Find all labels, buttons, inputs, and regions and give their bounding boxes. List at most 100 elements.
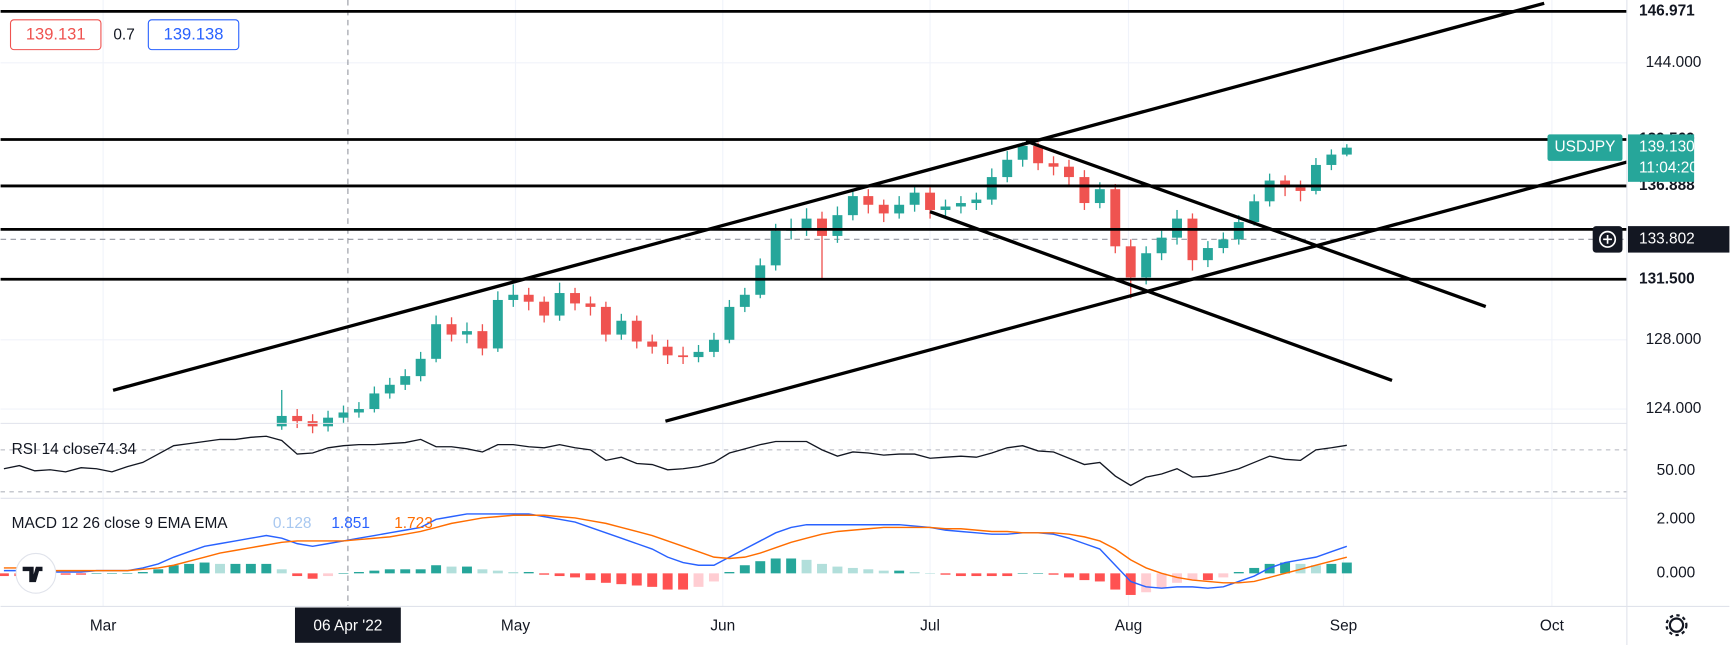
candle-body [400, 376, 411, 385]
macd-histogram-bar [184, 563, 195, 574]
candle-body [570, 293, 580, 304]
signal-line [3, 514, 1348, 584]
rsi-value: 74.34 [98, 441, 137, 458]
macd-histogram-bar [215, 563, 225, 574]
macd-histogram-bar [353, 571, 364, 574]
level-label: 146.971 [1639, 2, 1695, 19]
macd-histogram-bar [1017, 573, 1028, 574]
candle-body [1202, 248, 1213, 261]
macd-histogram-bar [492, 570, 503, 574]
candle-body [1125, 246, 1136, 278]
candle-body [431, 324, 442, 359]
macd-histogram-bar [106, 573, 117, 574]
macd-signal-value: 1.723 [394, 515, 433, 532]
macd-histogram-bar [1233, 571, 1244, 574]
candle-body [817, 218, 827, 236]
macd-histogram-bar [1033, 573, 1044, 574]
candle-body [1341, 147, 1352, 155]
macd-histogram-bar [817, 563, 827, 574]
candle-body [616, 320, 627, 335]
logo-mark [22, 566, 43, 583]
macd-histogram-bar [1002, 573, 1013, 577]
candle-body [971, 199, 982, 204]
candle-body [1002, 159, 1013, 178]
macd-histogram-bar [616, 573, 627, 585]
macd-histogram-bar [878, 570, 889, 574]
rsi-title: RSI 14 close [12, 441, 99, 458]
add-icon-plus [1603, 234, 1612, 244]
candle-body [1295, 187, 1306, 191]
last-price: 139.130 [1639, 139, 1695, 156]
candle-body [925, 192, 936, 210]
candle-body [1110, 189, 1121, 247]
macd-histogram-bar [168, 565, 179, 574]
ask-box[interactable] [147, 19, 240, 51]
candle-body [1187, 218, 1198, 261]
macd-histogram-bar [986, 573, 997, 577]
level-label-box [1627, 0, 1730, 24]
candle-body [847, 196, 858, 216]
candle-body [708, 339, 719, 352]
x-tick-label: Mar [90, 617, 117, 634]
candle-body [894, 204, 905, 214]
ask-price: 139.138 [164, 25, 224, 44]
macd-histogram-bar [137, 571, 148, 574]
rsi-tick-label: 50.00 [1657, 462, 1696, 479]
macd-histogram-bar [539, 573, 550, 575]
macd-histogram-bar [570, 573, 580, 578]
macd-histogram-bar [647, 573, 658, 587]
macd-histogram-bar [1110, 573, 1121, 590]
rsi-line [3, 435, 1347, 487]
candle-body [539, 301, 550, 316]
macd-histogram-bar [1310, 565, 1321, 574]
candle-body [477, 331, 488, 349]
macd-histogram-bar [230, 563, 241, 574]
macd-histogram-bar [662, 573, 673, 590]
bid-price: 139.131 [26, 25, 86, 44]
x-tick-label: Oct [1540, 617, 1565, 634]
macd-histogram-bar [261, 563, 272, 574]
bid-box[interactable] [9, 19, 102, 51]
macd-histogram-bar [1202, 573, 1213, 581]
candle-body [955, 203, 966, 207]
candle-body [693, 351, 704, 358]
candle-body [940, 206, 951, 210]
countdown: 11:04:20 [1639, 160, 1698, 177]
macd-histogram-bar [153, 569, 164, 574]
settings-gear[interactable] [1665, 614, 1688, 637]
macd-histogram-bar [60, 573, 71, 575]
candle-body [1310, 164, 1321, 191]
macd-histogram-bar [693, 573, 704, 587]
macd-histogram-bar [1141, 573, 1152, 593]
macd-histogram-bar [307, 573, 318, 579]
symbol-name: USDJPY [1555, 139, 1616, 156]
crosshair-price-box [1627, 226, 1730, 253]
macd-histogram-bar [338, 573, 349, 574]
macd-histogram-bar [384, 569, 395, 574]
add-icon [1599, 230, 1617, 248]
macd-histogram-bar [91, 573, 102, 574]
macd-histogram-bar [971, 573, 982, 577]
candle-body [647, 341, 658, 347]
macd-histogram-bar [894, 570, 905, 574]
macd-histogram-bar [199, 562, 210, 574]
x-tick-label: Sep [1330, 617, 1357, 634]
candle-body [631, 320, 642, 342]
macd-histogram-bar [739, 565, 750, 574]
gear-ring [1668, 617, 1685, 633]
candle-body [1249, 201, 1260, 223]
macd-histogram-bar [770, 558, 781, 574]
candle-body [292, 415, 303, 422]
logo[interactable] [15, 552, 57, 594]
macd-histogram-bar [786, 558, 797, 574]
macd-histogram-bar [369, 570, 380, 574]
crosshair-date-box [294, 607, 401, 643]
candle-body [662, 346, 673, 356]
macd-histogram-bar [955, 573, 966, 577]
last-price-box [1627, 134, 1695, 182]
candle-body [1141, 253, 1152, 278]
candle-body [462, 331, 472, 335]
macd-histogram-bar [847, 567, 858, 574]
candle-body [1264, 180, 1275, 202]
